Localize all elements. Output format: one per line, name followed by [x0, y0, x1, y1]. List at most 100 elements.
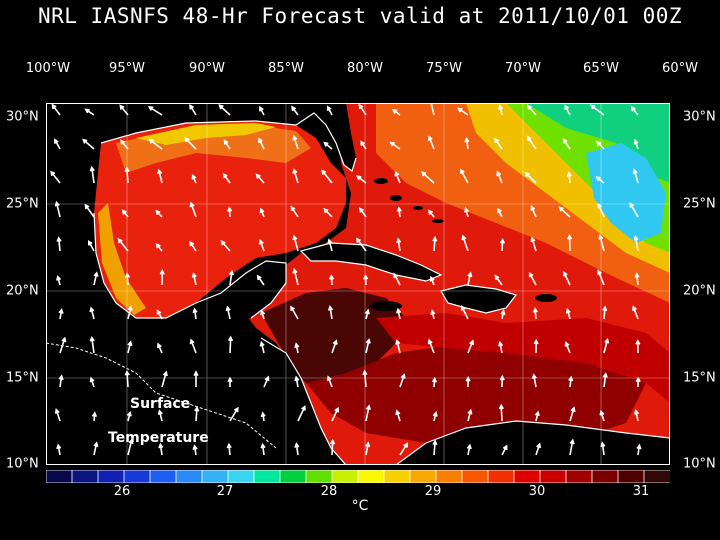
- wind-arrow: [360, 140, 367, 150]
- wind-arrow: [562, 137, 571, 150]
- wind-arrow: [259, 340, 265, 354]
- wind-arrow: [229, 406, 239, 422]
- wind-arrow: [82, 138, 95, 150]
- wind-arrow: [59, 336, 67, 354]
- wind-arrow: [148, 138, 163, 150]
- wind-arrow: [127, 438, 134, 456]
- wind-arrow: [255, 173, 265, 184]
- wind-arrow: [359, 207, 367, 218]
- wind-arrow: [159, 269, 165, 286]
- colorbar-cell: [97, 470, 125, 483]
- wind-arrow: [222, 172, 231, 184]
- map-label-surface: Surface: [130, 396, 191, 412]
- lon-label-100w: 100°W: [25, 61, 71, 76]
- wind-arrow: [227, 376, 233, 387]
- wind-arrow: [432, 439, 438, 456]
- gulf-west-shelf: [98, 203, 146, 315]
- wind-arrow: [399, 373, 406, 388]
- lat-label-25n-left: 25°N: [6, 196, 39, 212]
- map-border: [46, 103, 670, 465]
- wind-arrow: [597, 269, 605, 286]
- wind-arrow: [218, 104, 231, 116]
- colorbar-cell: [149, 470, 177, 483]
- lat-label-10n-left: 10°N: [6, 456, 39, 472]
- wind-arrow: [595, 176, 605, 184]
- wind-arrow: [501, 444, 508, 456]
- wind-arrow: [500, 309, 506, 320]
- map-title: NRL IASNFS 48-Hr Forecast valid at 2011/…: [37, 4, 682, 28]
- wind-arrow: [633, 138, 639, 150]
- colorbar-cell: [643, 470, 670, 483]
- wind-arrow: [535, 442, 542, 456]
- wind-arrow: [124, 370, 130, 388]
- wind-arrow: [329, 438, 336, 456]
- wind-arrow: [600, 441, 606, 456]
- wind-arrow: [599, 409, 605, 422]
- wind-arrow: [633, 234, 639, 252]
- colorbar-cell: [409, 470, 437, 483]
- wind-arrow: [56, 275, 62, 286]
- wind-arrow: [331, 406, 340, 422]
- colorbar-cell: [435, 470, 463, 483]
- colorbar-cell: [565, 470, 593, 483]
- wind-arrow: [56, 443, 62, 456]
- wind-arrow: [290, 205, 299, 218]
- wind-arrow: [399, 442, 409, 456]
- wind-arrow: [327, 238, 333, 252]
- colorbar-tick-27: 27: [216, 484, 234, 499]
- wind-arrow: [460, 305, 469, 320]
- lat-label-20n-right: 20°N: [683, 283, 716, 299]
- wind-arrow: [189, 240, 197, 252]
- lon-label-90w: 90°W: [189, 61, 225, 76]
- wind-arrow: [558, 206, 571, 218]
- sst-map: [46, 103, 670, 465]
- wind-arrow: [589, 104, 605, 116]
- wind-arrow: [633, 408, 640, 422]
- wind-arrow: [598, 233, 605, 252]
- wind-arrow: [89, 335, 95, 354]
- wind-arrow: [84, 108, 95, 116]
- wind-arrow: [565, 307, 571, 320]
- wind-arrow: [126, 410, 132, 422]
- lat-label-25n-right: 25°N: [683, 196, 716, 212]
- wind-arrow: [258, 137, 265, 150]
- wind-arrow: [532, 307, 538, 320]
- colorbar-cell: [461, 470, 489, 483]
- graticule: [46, 103, 670, 465]
- lat-label-30n-right: 30°N: [683, 109, 716, 125]
- wind-arrow: [526, 104, 537, 116]
- wind-arrow: [93, 441, 99, 456]
- wind-arrow: [89, 376, 95, 388]
- caribbean-warm: [306, 343, 646, 448]
- wind-arrow: [569, 406, 576, 422]
- wind-arrow: [393, 272, 401, 286]
- wind-arrow: [464, 206, 470, 218]
- colorbar-cell: [123, 470, 151, 483]
- wind-arrow: [636, 443, 642, 456]
- wind-arrow: [260, 411, 266, 422]
- wind-arrow: [497, 207, 503, 218]
- wind-arrow: [499, 374, 505, 388]
- wind-arrow: [120, 139, 129, 150]
- wind-arrow: [356, 237, 367, 252]
- wind-arrow: [429, 275, 435, 286]
- colorbar-tick-30: 30: [528, 484, 546, 499]
- wind-arrow: [157, 342, 163, 354]
- wind-arrow: [632, 168, 639, 184]
- wind-arrow: [630, 105, 639, 116]
- wind-arrow: [395, 339, 401, 354]
- colorbar-cell: [357, 470, 385, 483]
- wind-arrow: [534, 410, 540, 422]
- wind-arrow: [117, 237, 129, 252]
- wind-arrow: [466, 443, 472, 456]
- wind-arrow: [292, 267, 299, 286]
- puerto-rico: [535, 294, 557, 302]
- wind-arrow: [161, 370, 168, 388]
- wind-arrow: [127, 340, 133, 354]
- wind-arrow: [464, 136, 470, 150]
- lat-label-10n-right: 10°N: [683, 456, 716, 472]
- colorbar-cell: [331, 470, 359, 483]
- colorbar-tick-26: 26: [113, 484, 131, 499]
- wind-arrow: [496, 170, 503, 184]
- atlantic-cyan-eddy: [586, 143, 666, 243]
